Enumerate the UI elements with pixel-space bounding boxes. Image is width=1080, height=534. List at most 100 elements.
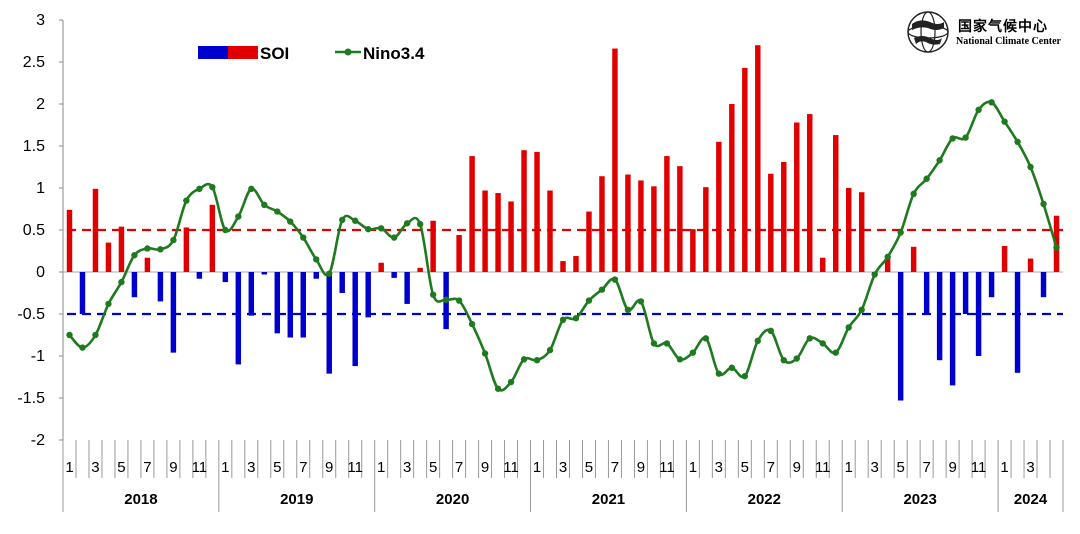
soi-bar: [794, 122, 800, 272]
nino34-point: [845, 324, 852, 331]
logo-chinese-name: 国家气候中心: [958, 19, 1048, 35]
soi-bar: [547, 190, 553, 272]
soi-bar: [92, 188, 99, 272]
x-month-label: 9: [481, 459, 489, 476]
nino34-point: [118, 278, 125, 286]
nino34-point: [663, 340, 671, 347]
nino34-point: [261, 201, 268, 208]
nino34-point: [962, 134, 969, 141]
soi-bar: [183, 227, 190, 272]
nino34-point: [897, 229, 904, 236]
x-year-label: 2024: [1014, 491, 1048, 508]
legend-soi-swatch-negative: [198, 46, 228, 59]
nino34-point: [741, 372, 749, 380]
y-tick-label: 1: [36, 180, 45, 197]
nino34-point: [819, 340, 826, 347]
nino34-point: [585, 297, 593, 304]
y-tick-label: 0: [36, 264, 45, 281]
y-tick-label: -2: [31, 432, 45, 449]
axis-layer: 3 2.5 2 1.5 1 0.5 0 -0.5 -1 -1.5 -2: [17, 12, 1063, 449]
nino34-point: [520, 356, 528, 363]
soi-bar: [897, 272, 904, 401]
x-month-label: 7: [611, 459, 619, 476]
x-month-label: 1: [1000, 459, 1008, 476]
soi-bar: [833, 135, 839, 272]
nino34-point: [715, 370, 723, 377]
nino34-point: [975, 106, 982, 114]
nino34-point: [1027, 163, 1034, 171]
nino34-point: [507, 378, 515, 386]
x-month-label: 7: [767, 459, 775, 476]
soi-bar: [573, 256, 579, 272]
y-tick-label: -1.5: [17, 390, 45, 407]
soi-bar: [131, 272, 138, 298]
nino34-point: [806, 335, 813, 342]
x-month-label: 11: [971, 459, 987, 476]
x-month-label: 3: [715, 459, 723, 476]
nino34-point: [559, 316, 567, 324]
soi-bar: [417, 267, 423, 272]
soi-bar: [884, 256, 891, 272]
soi-bar: [456, 235, 462, 272]
soi-bar: [1001, 245, 1008, 272]
nino34-point: [209, 183, 216, 191]
soi-bar: [755, 45, 761, 273]
nino34-point: [702, 335, 710, 342]
nino34-point: [390, 234, 398, 241]
x-month-label: 3: [403, 459, 411, 476]
x-month-label: 11: [503, 459, 519, 476]
legend-nino-marker: [344, 48, 352, 56]
x-year-label: 2022: [748, 491, 781, 508]
soi-bar: [508, 201, 514, 272]
nino34-point: [339, 216, 346, 224]
nino34-point: [767, 327, 774, 334]
soi-bar: [313, 272, 319, 279]
soi-bar: [781, 161, 787, 272]
x-year-label: 2021: [592, 491, 625, 508]
nino34-point: [598, 286, 606, 293]
x-month-label: 3: [1026, 459, 1034, 476]
soi-bar: [910, 246, 917, 272]
soi-bar: [664, 156, 670, 272]
legend: SOI Nino3.4: [198, 44, 425, 63]
x-month-label: 5: [585, 459, 593, 476]
x-month-label: 9: [793, 459, 801, 476]
nino34-point: [1040, 200, 1047, 208]
legend-soi-label: SOI: [260, 44, 289, 63]
nino34-point: [183, 197, 190, 204]
nino34-point: [222, 226, 229, 234]
nino34-point: [248, 185, 255, 193]
x-axis: 1 3 5 7 9 11 1 3 5 7 9 11 1 3 5 7 9 11 1 3 5 7 9 11 1 3 5 7 9 11 1 3 5 7 9…: [62, 440, 1064, 512]
soi-bar: [690, 229, 696, 272]
soi-bar: [326, 272, 332, 374]
soi-bar: [248, 272, 255, 316]
nino34-point: [235, 213, 242, 220]
soi-bar: [586, 211, 592, 272]
nino34-point: [858, 306, 865, 313]
soi-bar: [716, 141, 722, 272]
nino34-point: [910, 190, 917, 198]
soi-bar: [404, 272, 410, 304]
x-month-label: 3: [91, 459, 99, 476]
logo-english-name: National Climate Center: [956, 36, 1061, 47]
nino34-point: [936, 157, 943, 164]
nino34-point: [676, 356, 684, 363]
soi-bar: [962, 272, 969, 314]
ncc-logo-icon: [907, 11, 949, 53]
nino34-point: [455, 297, 463, 304]
soi-bar: [534, 151, 540, 272]
nino34-point: [196, 185, 203, 193]
soi-bar: [352, 272, 358, 367]
x-year-label: 2018: [124, 491, 157, 508]
nino34-line: [66, 99, 1060, 392]
nino34-point: [1001, 118, 1008, 125]
soi-bar: [144, 257, 151, 272]
soi-bar: [768, 173, 774, 272]
x-month-label: 1: [533, 459, 541, 476]
nino34-point: [481, 350, 489, 357]
soi-bar: [1014, 272, 1021, 373]
nino34-point: [352, 217, 359, 224]
soi-bar: [339, 272, 345, 293]
nino34-point: [144, 245, 151, 252]
